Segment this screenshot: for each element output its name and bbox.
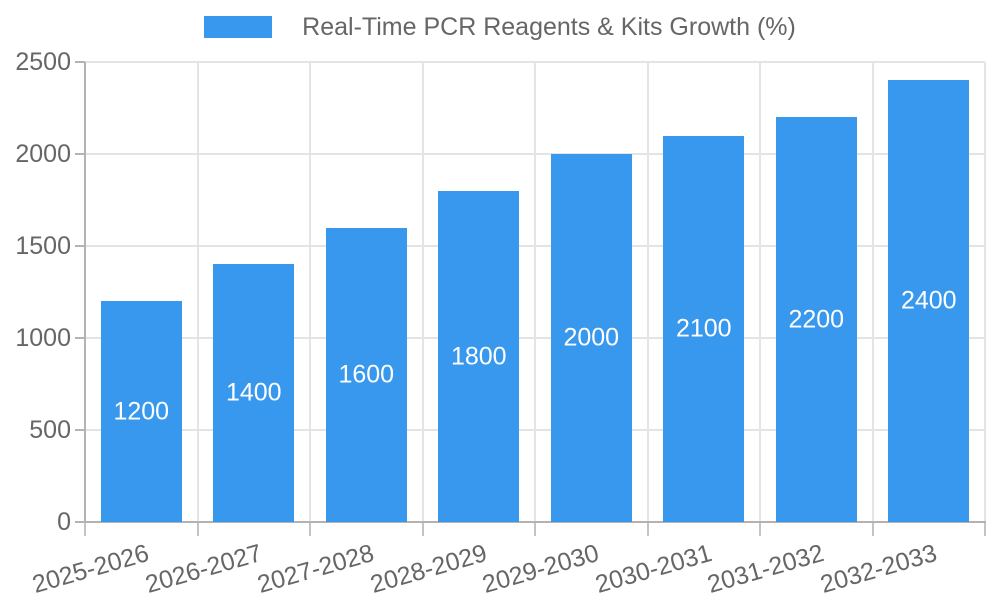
legend-label: Real-Time PCR Reagents & Kits Growth (%) <box>302 13 796 41</box>
x-axis-tick-label: 2031-2032 <box>704 539 828 599</box>
bar-value-label: 2000 <box>563 323 620 352</box>
bar[interactable] <box>663 136 744 522</box>
x-gridline <box>534 62 536 522</box>
bar[interactable] <box>551 154 632 522</box>
y-axis-tick-label: 1500 <box>15 232 71 260</box>
y-axis-tick <box>75 521 85 523</box>
x-gridline <box>647 62 649 522</box>
bar-value-label: 1800 <box>450 342 507 371</box>
x-axis-tick-label: 2030-2031 <box>592 539 716 599</box>
legend-swatch-icon <box>204 16 273 38</box>
x-gridline <box>984 62 986 522</box>
x-gridline <box>759 62 761 522</box>
y-axis-tick-label: 2500 <box>15 48 71 76</box>
x-axis-tick <box>197 522 199 536</box>
bar[interactable] <box>438 191 519 522</box>
bar-value-label: 1600 <box>338 360 395 389</box>
x-gridline <box>872 62 874 522</box>
x-axis-tick <box>759 522 761 536</box>
bar[interactable] <box>326 228 407 522</box>
bar-value-label: 2400 <box>900 286 957 315</box>
x-axis-tick-label: 2025-2026 <box>29 539 153 599</box>
x-axis-tick <box>647 522 649 536</box>
bar-value-label: 2100 <box>675 314 732 343</box>
bar[interactable] <box>101 301 182 522</box>
x-axis-tick <box>872 522 874 536</box>
bar-value-label: 1400 <box>225 378 282 407</box>
y-axis-tick <box>75 245 85 247</box>
bar[interactable] <box>213 264 294 522</box>
x-axis-tick-label: 2032-2033 <box>817 539 941 599</box>
bar[interactable] <box>776 117 857 522</box>
y-axis-tick-label: 500 <box>29 416 71 444</box>
x-gridline <box>422 62 424 522</box>
x-axis-tick <box>984 522 986 536</box>
x-axis-tick-label: 2026-2027 <box>142 539 266 599</box>
y-axis-line <box>84 62 86 522</box>
x-axis-tick <box>422 522 424 536</box>
bar-value-label: 1200 <box>113 397 170 426</box>
x-gridline <box>309 62 311 522</box>
legend-item[interactable]: Real-Time PCR Reagents & Kits Growth (%) <box>0 12 1000 42</box>
y-axis-tick-label: 1000 <box>15 324 71 352</box>
x-axis-tick <box>534 522 536 536</box>
bar[interactable] <box>888 80 969 522</box>
y-axis-tick <box>75 337 85 339</box>
x-axis-tick-label: 2028-2029 <box>367 539 491 599</box>
x-axis-tick <box>309 522 311 536</box>
y-axis-tick <box>75 153 85 155</box>
x-axis-tick-label: 2027-2028 <box>254 539 378 599</box>
bar-value-label: 2200 <box>788 305 845 334</box>
y-axis-tick-label: 0 <box>57 508 71 536</box>
y-axis-tick-label: 2000 <box>15 140 71 168</box>
x-axis-tick-label: 2029-2030 <box>479 539 603 599</box>
x-axis-tick <box>84 522 86 536</box>
y-axis-tick <box>75 61 85 63</box>
x-gridline <box>197 62 199 522</box>
y-axis-tick <box>75 429 85 431</box>
x-axis-line <box>84 521 986 523</box>
